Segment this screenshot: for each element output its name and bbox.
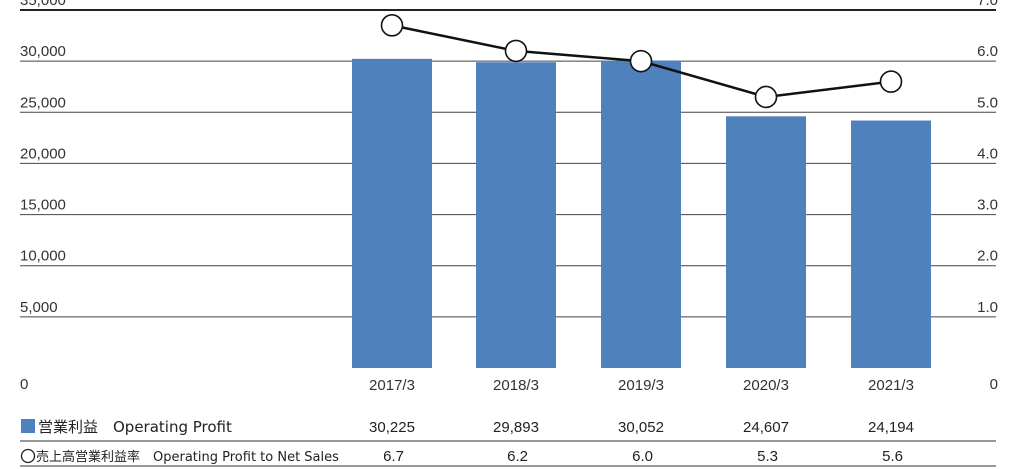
line-point (504, 39, 528, 63)
legend-square-icon (21, 419, 35, 433)
bar (726, 116, 806, 368)
right-axis-tick-label: 1.0 (977, 299, 998, 316)
table-value-profit-ratio: 5.6 (882, 448, 903, 465)
right-axis-tick-label: 6.0 (977, 43, 998, 60)
left-axis-tick-label: 25,000 (20, 94, 66, 111)
left-axis-tick-label: 30,000 (20, 43, 66, 60)
table-value-operating-profit: 24,194 (868, 419, 914, 436)
line-point (879, 70, 903, 93)
bar (601, 60, 681, 369)
table-value-profit-ratio: 6.2 (507, 448, 528, 465)
table-value-operating-profit: 24,607 (743, 419, 789, 436)
line-point (754, 85, 778, 109)
line-point (380, 14, 404, 37)
left-axis-tick-label: 15,000 (20, 197, 66, 214)
right-axis-tick-label: 4.0 (977, 145, 998, 162)
legend-circle-icon (20, 448, 36, 464)
left-axis-tick-label: 35,000 (20, 0, 66, 9)
axis-ticks: 0 5,000 10,000 15,000 20,000 25,000 30,000 35,0… (20, 0, 998, 394)
right-axis-tick-label: 0 (990, 376, 998, 393)
right-axis-tick-label: 2.0 (977, 248, 998, 265)
left-axis-tick-label: 20,000 (20, 145, 66, 162)
data-table: 営業利益 Operating Profit 売上高営業利益率 Operating … (20, 418, 996, 467)
line-series (380, 14, 903, 109)
legend-label-profit-ratio: 売上高営業利益率 Operating Profit to Net Sales (36, 449, 339, 465)
category-label: 2019/3 (618, 377, 664, 394)
category-label: 2021/3 (868, 377, 914, 394)
bar (352, 58, 432, 368)
table-value-operating-profit: 30,225 (369, 419, 415, 436)
category-label: 2017/3 (369, 377, 415, 394)
right-axis-tick-label: 7.0 (977, 0, 998, 9)
table-value-profit-ratio: 5.3 (757, 448, 778, 465)
table-value-profit-ratio: 6.0 (632, 448, 653, 465)
legend-label-operating-profit: 営業利益 Operating Profit (38, 418, 232, 436)
line-point (629, 49, 653, 73)
right-axis-tick-label: 3.0 (977, 197, 998, 214)
table-value-profit-ratio: 6.7 (383, 448, 404, 465)
bar (851, 120, 931, 369)
bar (476, 62, 556, 369)
table-value-operating-profit: 30,052 (618, 419, 664, 436)
bar-series (352, 58, 931, 369)
left-axis-tick-label: 5,000 (20, 299, 58, 316)
right-axis-tick-label: 5.0 (977, 94, 998, 111)
table-value-operating-profit: 29,893 (493, 419, 539, 436)
left-axis-tick-label: 0 (20, 376, 28, 393)
category-label: 2020/3 (743, 377, 789, 394)
left-axis-tick-label: 10,000 (20, 248, 66, 265)
category-label: 2018/3 (493, 377, 539, 394)
